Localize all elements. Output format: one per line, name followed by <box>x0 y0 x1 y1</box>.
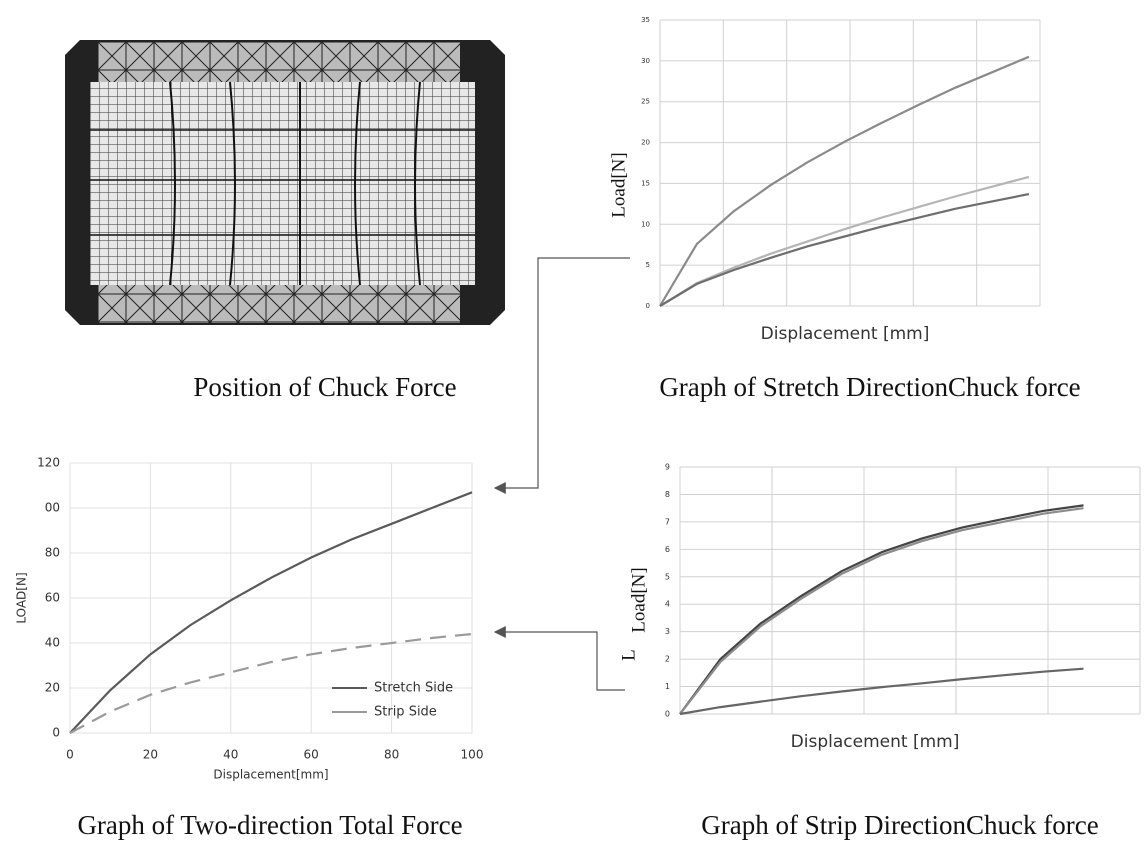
series-line <box>659 193 1030 307</box>
y-tick-label: 40 <box>45 636 60 650</box>
y-tick-label: 1 <box>665 682 670 691</box>
y-tick-label: 25 <box>641 98 650 106</box>
x-tick-label: 60 <box>304 748 319 762</box>
x-axis-label: Displacement [mm] <box>761 324 930 344</box>
legend-label: Stretch Side <box>374 681 453 696</box>
y-tick-label: 00 <box>45 501 60 515</box>
x-tick-label: 0 <box>66 748 74 762</box>
arrow <box>493 257 630 494</box>
y-tick-label: 20 <box>641 139 650 147</box>
y-tick-label: 0 <box>665 710 670 719</box>
y-tick-label: 80 <box>45 546 60 560</box>
chart-caption: Graph of Strip DirectionChuck force <box>701 810 1098 840</box>
y-tick-label: 35 <box>641 16 650 24</box>
y-tick-label: 4 <box>665 600 670 609</box>
x-axis-label: Displacement[mm] <box>213 768 328 782</box>
mesh-image <box>65 40 505 325</box>
arrow <box>493 626 625 691</box>
y-tick-label: 9 <box>665 463 670 472</box>
y-tick-label: 15 <box>641 179 650 187</box>
y-tick-label: 120 <box>37 456 60 470</box>
y-tick-label: 30 <box>641 57 650 65</box>
series-line <box>679 504 1084 715</box>
x-tick-label: 100 <box>461 748 484 762</box>
series-line <box>679 667 1084 716</box>
x-tick-label: 80 <box>384 748 399 762</box>
legend-label: Strip Side <box>374 705 437 720</box>
series-line <box>69 632 473 734</box>
chart-caption: Graph of Stretch DirectionChuck force <box>659 372 1080 402</box>
series-line <box>659 55 1030 307</box>
annotation: L <box>618 649 639 661</box>
x-tick-label: 20 <box>143 748 158 762</box>
x-tick-label: 40 <box>223 748 238 762</box>
y-tick-label: 5 <box>646 261 650 269</box>
chart-caption: Graph of Two-direction Total Force <box>77 810 462 840</box>
image-caption: Position of Chuck Force <box>193 372 456 402</box>
y-tick-label: 0 <box>646 302 650 310</box>
y-tick-label: 10 <box>641 220 650 228</box>
y-axis-label: Load[N] <box>608 152 629 217</box>
x-axis-label: Displacement [mm] <box>791 732 960 752</box>
y-tick-label: 5 <box>665 572 670 581</box>
y-tick-label: 60 <box>45 591 60 605</box>
series-line <box>659 175 1030 307</box>
series-line <box>679 507 1084 715</box>
y-tick-label: 20 <box>45 681 60 695</box>
y-tick-label: 0 <box>52 726 60 740</box>
y-axis-label: Load[N] <box>628 567 649 632</box>
y-tick-label: 7 <box>665 517 670 526</box>
y-axis-label: LOAD[N] <box>15 572 29 623</box>
y-tick-label: 3 <box>665 627 670 636</box>
y-tick-label: 2 <box>665 655 670 664</box>
series-line <box>69 491 473 734</box>
y-tick-label: 8 <box>665 490 670 499</box>
y-tick-label: 6 <box>665 545 670 554</box>
